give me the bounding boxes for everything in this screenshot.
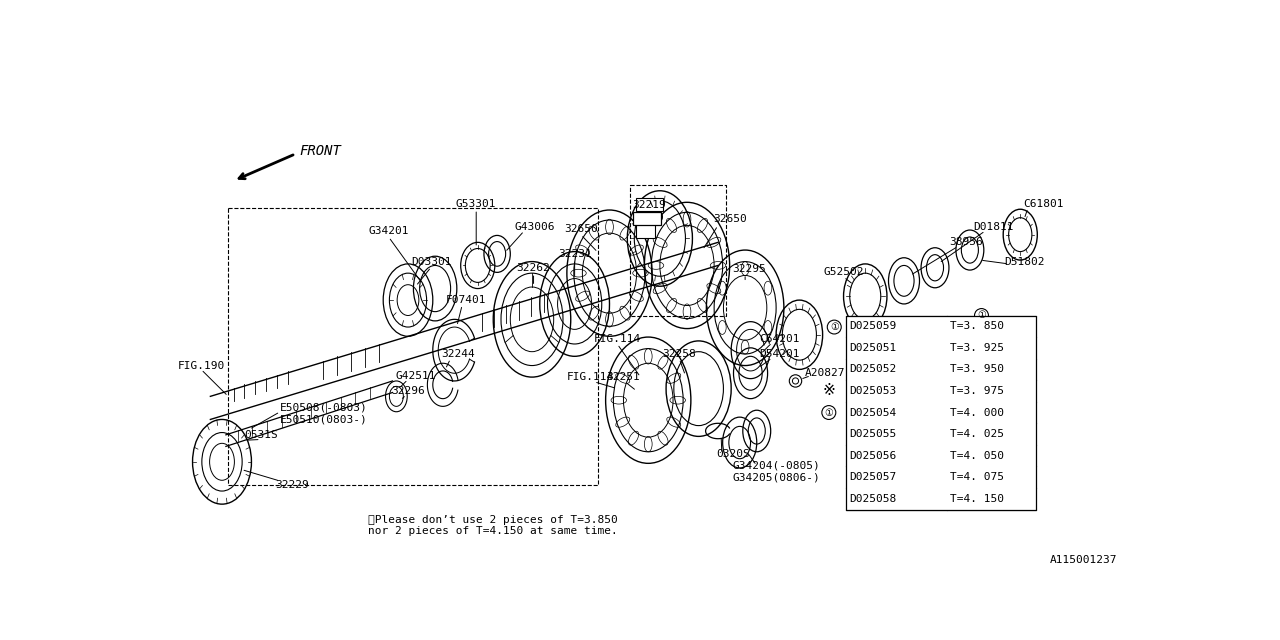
Text: G43006: G43006 (515, 222, 554, 232)
Circle shape (822, 406, 836, 419)
Text: D025055: D025055 (850, 429, 897, 439)
Circle shape (792, 378, 799, 384)
Text: G52502: G52502 (823, 267, 864, 276)
Text: ※: ※ (822, 383, 836, 399)
Text: ①: ① (824, 408, 833, 417)
Text: ※Please don’t use 2 pieces of T=3.850: ※Please don’t use 2 pieces of T=3.850 (369, 515, 618, 525)
Text: nor 2 pieces of T=4.150 at same time.: nor 2 pieces of T=4.150 at same time. (369, 526, 618, 536)
Text: T=3. 850: T=3. 850 (951, 321, 1005, 332)
Text: D025057: D025057 (850, 472, 897, 482)
Text: D025058: D025058 (850, 494, 897, 504)
Text: 32258: 32258 (662, 349, 696, 359)
Text: G34204(-0805): G34204(-0805) (732, 461, 820, 470)
Text: T=4. 000: T=4. 000 (951, 408, 1005, 417)
Text: D025059: D025059 (850, 321, 897, 332)
Text: 0531S: 0531S (244, 430, 278, 440)
Text: D025056: D025056 (850, 451, 897, 461)
Text: F07401: F07401 (445, 295, 486, 305)
Text: 32219: 32219 (632, 200, 666, 210)
Text: D025051: D025051 (850, 343, 897, 353)
Text: T=4. 025: T=4. 025 (951, 429, 1005, 439)
Text: 32296: 32296 (392, 386, 425, 396)
Text: 32231: 32231 (558, 249, 591, 259)
Text: T=3. 975: T=3. 975 (951, 386, 1005, 396)
Text: 32295: 32295 (732, 264, 765, 275)
Text: FRONT: FRONT (300, 145, 342, 159)
Text: 32650: 32650 (564, 224, 598, 234)
Bar (636, 198, 663, 211)
Text: ①: ① (829, 322, 838, 332)
Text: G34201: G34201 (369, 226, 408, 236)
Text: A20827: A20827 (805, 368, 845, 378)
Text: G53301: G53301 (456, 199, 497, 209)
Text: D025054: D025054 (850, 408, 897, 417)
Text: 38956: 38956 (950, 237, 983, 247)
Text: 32229: 32229 (275, 480, 308, 490)
Text: T=3. 950: T=3. 950 (951, 364, 1005, 374)
Text: 32650: 32650 (713, 214, 746, 224)
Text: G34205(0806-): G34205(0806-) (732, 472, 820, 482)
Text: T=3. 925: T=3. 925 (951, 343, 1005, 353)
Text: T=4. 075: T=4. 075 (951, 472, 1005, 482)
Bar (636, 212, 655, 239)
Text: D025052: D025052 (850, 364, 897, 374)
Text: E50510(0803-): E50510(0803-) (280, 415, 367, 424)
Text: T=4. 150: T=4. 150 (951, 494, 1005, 504)
Bar (846, 316, 1036, 509)
Text: 0320S: 0320S (717, 449, 750, 459)
Text: ①: ① (977, 310, 986, 321)
Text: D01811: D01811 (973, 222, 1014, 232)
Text: FIG.114: FIG.114 (594, 333, 641, 344)
Text: A115001237: A115001237 (1050, 556, 1117, 565)
Text: FIG.190: FIG.190 (178, 360, 225, 371)
Text: D54201: D54201 (760, 349, 800, 359)
Text: C64201: C64201 (760, 333, 800, 344)
Text: FIG.114: FIG.114 (567, 372, 613, 382)
Circle shape (790, 375, 801, 387)
Text: C61801: C61801 (1023, 199, 1064, 209)
Text: G42511: G42511 (396, 371, 436, 381)
Bar (632, 212, 660, 225)
Text: 32262: 32262 (517, 263, 550, 273)
Text: D51802: D51802 (1004, 257, 1044, 267)
Circle shape (827, 320, 841, 334)
Circle shape (974, 308, 988, 323)
Text: D025053: D025053 (850, 386, 897, 396)
Text: 32244: 32244 (442, 349, 475, 359)
Text: 32609: 32609 (630, 214, 663, 223)
Text: 32251: 32251 (605, 372, 640, 382)
Text: E50508(-0803): E50508(-0803) (280, 403, 367, 413)
Text: D03301: D03301 (411, 257, 452, 267)
Text: T=4. 050: T=4. 050 (951, 451, 1005, 461)
